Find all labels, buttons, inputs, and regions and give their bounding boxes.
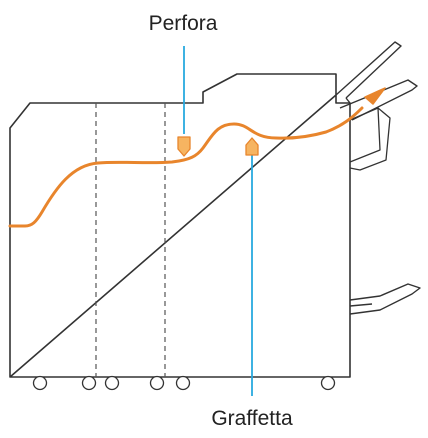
caster-wheel: [320, 375, 336, 391]
paper-path-arrowhead: [364, 87, 386, 105]
upper-output-tray: [335, 41, 418, 121]
punch-label: Perfora: [149, 12, 218, 35]
lower-output-tray: [349, 283, 421, 315]
staple-marker-icon: [245, 137, 259, 156]
casters: [32, 375, 336, 391]
caster-wheel: [149, 375, 165, 391]
caster-wheel: [81, 375, 97, 391]
caster-wheel: [104, 375, 120, 391]
staple-label: Graffetta: [211, 407, 293, 430]
caster-wheel: [32, 375, 48, 391]
side-tray-assembly: [349, 107, 391, 171]
finisher-body-outline: [9, 73, 351, 378]
punch-marker-icon: [177, 136, 191, 157]
paper-path: [8, 106, 364, 228]
caster-wheel: [175, 375, 191, 391]
